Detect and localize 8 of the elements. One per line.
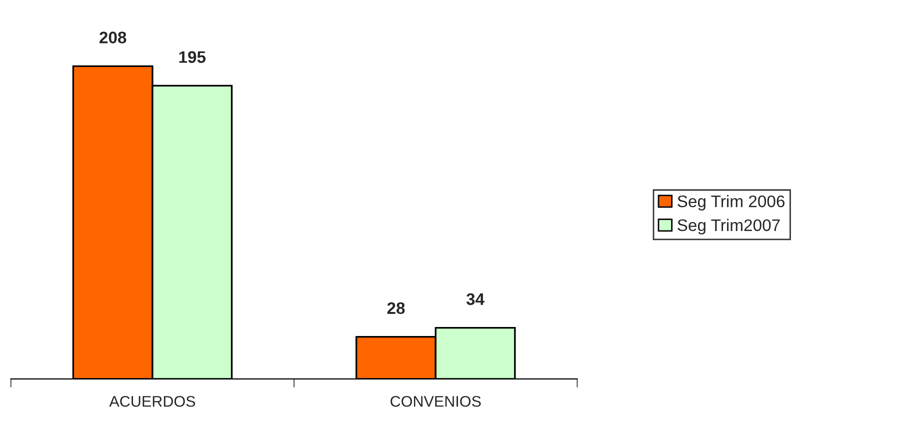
data-label: 34 <box>466 293 484 306</box>
data-label: 208 <box>100 32 126 44</box>
data-label: 28 <box>387 302 405 314</box>
legend-label: Seg Trim2007 <box>678 218 780 234</box>
data-label: 195 <box>179 51 206 63</box>
legend-label: Seg Trim 2006 <box>678 195 784 211</box>
x-tick-label: CONVENIOS <box>390 396 481 407</box>
x-tick-label: ACUERDOS <box>109 396 196 407</box>
